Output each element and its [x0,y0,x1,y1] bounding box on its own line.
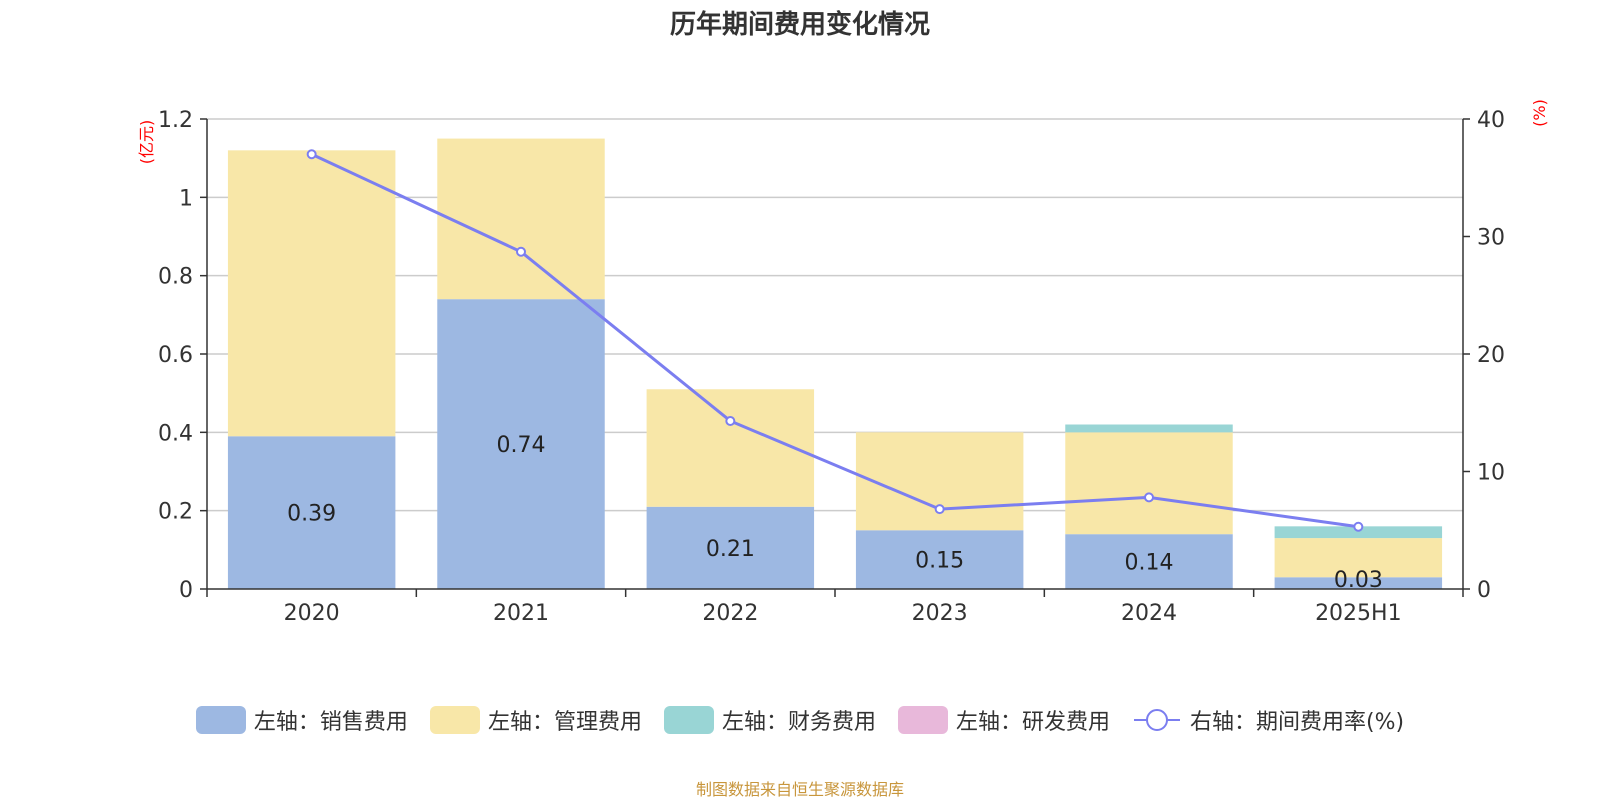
bar-data-label: 0.39 [287,502,336,527]
chart-plot: 0 0.2 0.4 0.6 0.8 1 1.2 0 10 20 30 40 0.39 0.74 0.21 0.… [137,99,1549,626]
legend-item-sales[interactable]: 左轴：销售费用 [195,704,408,736]
x-tick-label: 2025H1 [1315,601,1402,626]
chart-legend: 左轴：销售费用 左轴：管理费用 左轴：财务费用 左轴：研发费用 右轴：期间费用率… [0,704,1600,736]
bar-segment-0 [1065,534,1233,589]
x-tick-label: 2020 [284,601,340,626]
legend-label-sales: 左轴：销售费用 [253,710,408,735]
bar-segment-1 [1274,538,1443,578]
y-left-tick-label: 0.8 [158,265,193,290]
expense-rate-point [1353,521,1364,532]
legend-label-admin: 左轴：管理费用 [487,710,642,735]
legend-swatch-admin [429,706,480,734]
bar-data-label: 0.21 [706,537,755,562]
expense-rate-point [725,415,736,426]
y-right-tick-label: 30 [1477,226,1505,251]
bar-segment-1 [855,432,1024,531]
bar-segment-1 [1065,432,1233,535]
bar-segment-0 [646,506,815,589]
bar-segment-1 [227,150,396,437]
chart-title: 历年期间费用变化情况 [669,10,930,40]
legend-item-finance[interactable]: 左轴：财务费用 [663,704,876,736]
bar-segment-1 [646,389,815,507]
legend-item-expense-rate[interactable]: 右轴：期间费用率(%) [1132,704,1404,736]
legend-swatch-finance [663,706,714,734]
legend-swatch-rd [897,706,948,734]
x-tick-label: 2021 [493,601,549,626]
legend-line-icon [1133,709,1180,731]
bar-segment-0 [1274,577,1443,589]
legend-label-finance: 左轴：财务费用 [721,710,876,735]
bar-data-label: 0.15 [915,549,964,574]
y-left-tick-label: 1 [179,186,193,211]
expense-rate-point [1144,492,1154,503]
bar-segment-1 [437,138,605,300]
bar-segment-0 [227,436,396,589]
x-tick-label: 2024 [1121,601,1177,626]
expense-rate-point [516,246,526,257]
y-right-tick-label: 0 [1477,578,1491,603]
x-tick-label: 2022 [702,601,758,626]
y-left-tick-label: 0.6 [158,343,193,368]
expense-rate-line [311,152,1359,529]
bar-segment-0 [855,530,1024,589]
y-right-tick-label: 40 [1477,108,1505,133]
expense-rate-point [306,149,317,160]
y-left-tick-label: 0.4 [158,421,193,446]
bar-data-label: 0.74 [497,433,546,458]
y-left-unit-label: (亿元) [137,120,156,165]
legend-swatch-sales [195,706,246,734]
y-right-unit-label: (%) [1530,99,1549,127]
bar-segment-2 [1274,526,1443,539]
x-tick-label: 2023 [912,601,968,626]
y-left-tick-label: 1.2 [158,108,193,133]
y-left-tick-label: 0.2 [158,500,193,525]
legend-item-admin[interactable]: 左轴：管理费用 [429,704,642,736]
y-left-tick-label: 0 [179,578,193,603]
expense-rate-point [934,504,945,515]
bar-segment-0 [437,299,605,589]
legend-label-expense-rate: 右轴：期间费用率(%) [1189,710,1405,735]
legend-label-rd: 左轴：研发费用 [955,710,1110,735]
source-note: 制图数据来自恒生聚源数据库 [695,780,904,799]
bar-segment-2 [1065,424,1233,433]
y-right-tick-label: 10 [1477,461,1505,486]
bar-data-label: 0.14 [1125,551,1174,576]
y-right-tick-label: 20 [1477,343,1505,368]
legend-item-rd[interactable]: 左轴：研发费用 [897,704,1110,736]
